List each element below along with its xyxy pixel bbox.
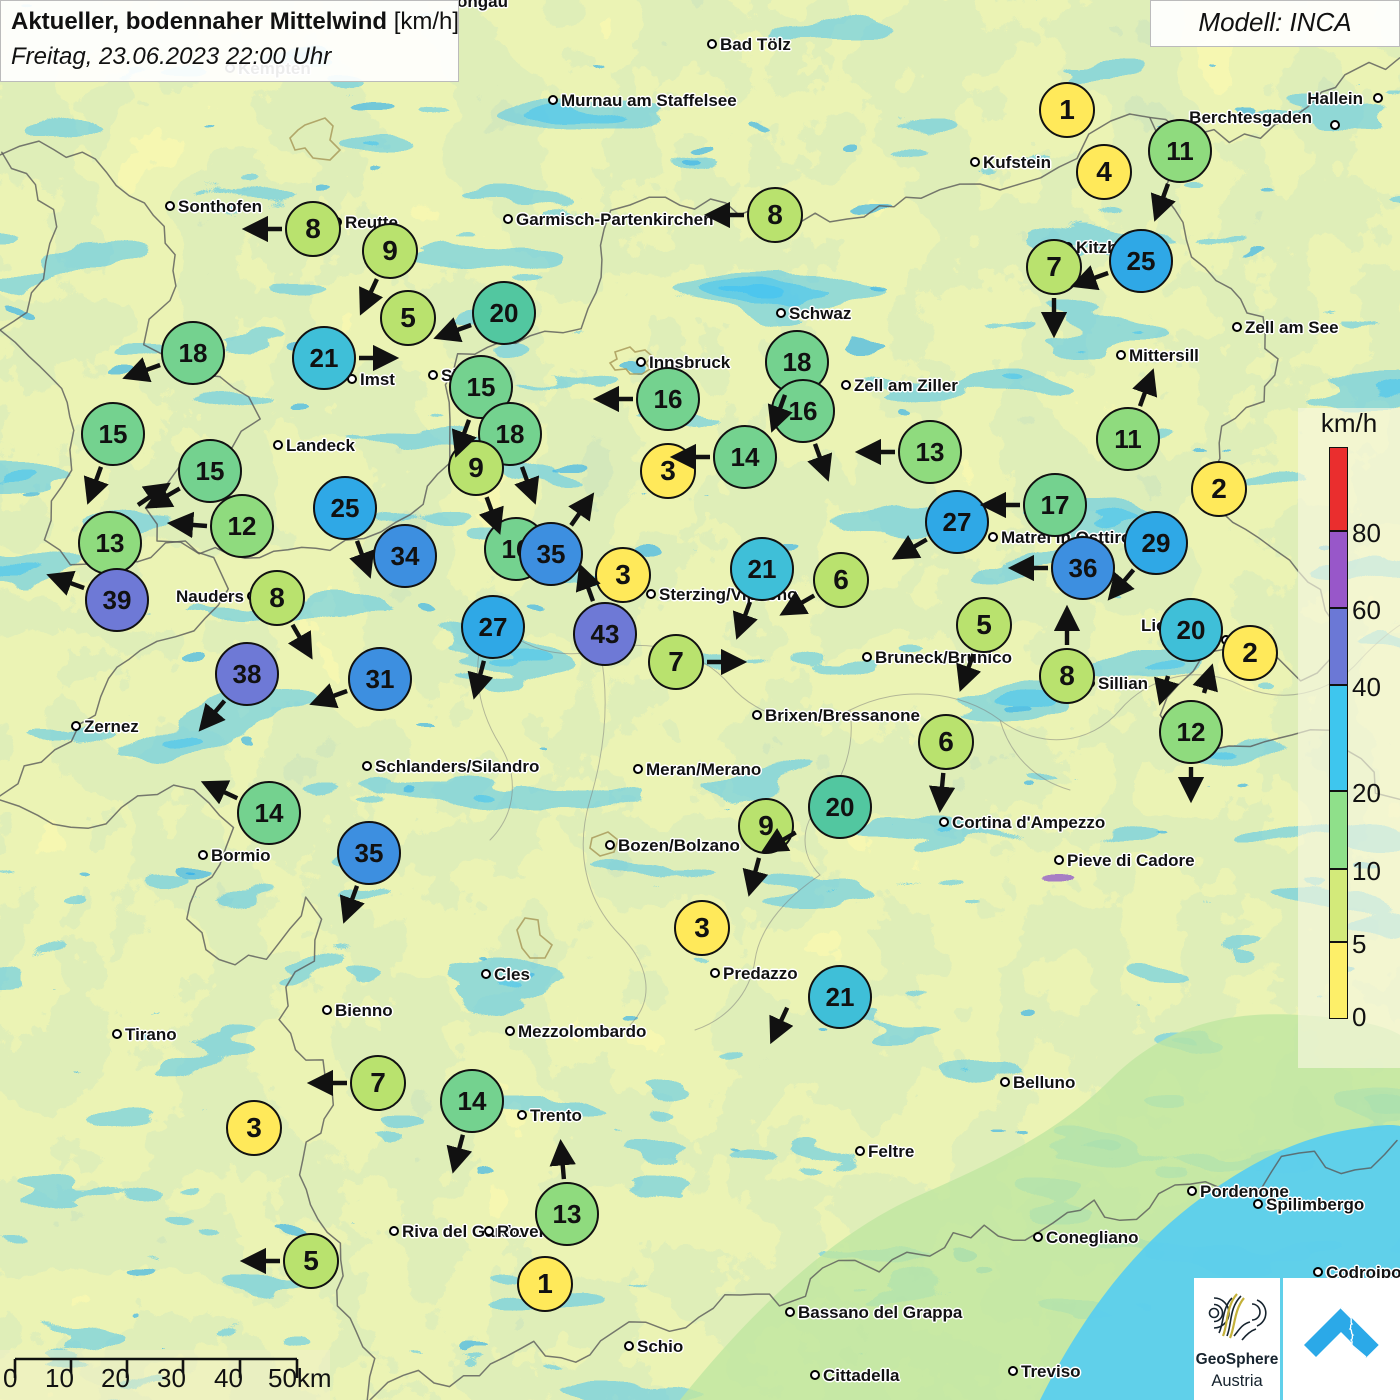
svg-text:GeoSphere: GeoSphere <box>1196 1351 1279 1368</box>
svg-text:Austria: Austria <box>1211 1372 1263 1390</box>
